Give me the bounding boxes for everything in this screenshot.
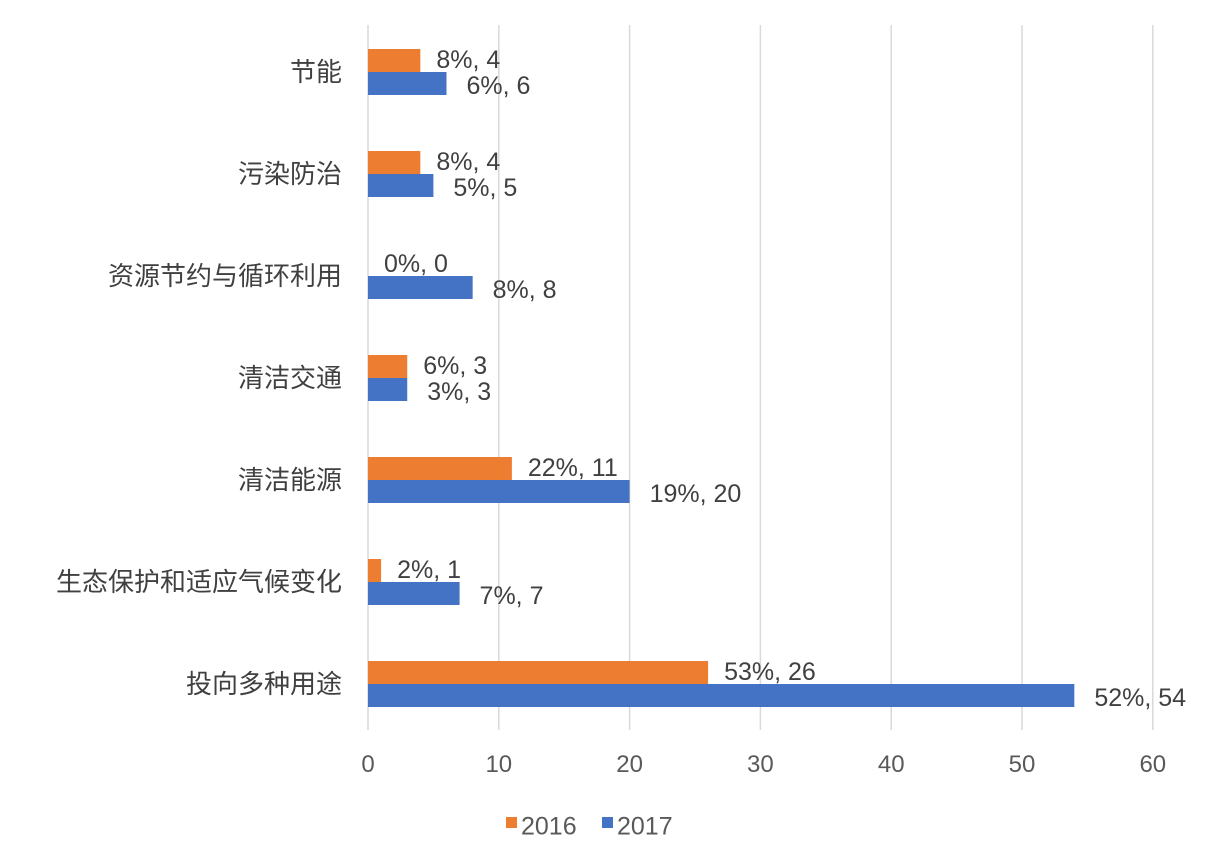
legend-label-2016: 2016	[521, 813, 577, 841]
x-tick-label: 50	[1009, 751, 1036, 778]
bar-2016	[368, 661, 709, 684]
category-label: 生态保护和适应气候变化	[56, 568, 342, 598]
data-label-2017: 52%, 54	[1094, 684, 1186, 712]
bar-2016	[368, 457, 512, 480]
bar-2017	[368, 582, 460, 605]
bars	[368, 49, 1075, 707]
x-tick-label: 40	[878, 751, 905, 778]
bar-2016	[368, 151, 421, 174]
x-tick-labels: 0 10 20 30 40 50 60	[361, 751, 1166, 778]
bar-2017	[368, 72, 447, 95]
data-label-2016: 22%, 11	[528, 454, 618, 482]
data-label-2016: 6%, 3	[423, 352, 487, 380]
bar-2016	[368, 559, 382, 582]
legend-label-2017: 2017	[617, 813, 673, 841]
bar-2016	[368, 49, 421, 72]
data-label-2016: 0%, 0	[384, 250, 448, 278]
x-tick-label: 60	[1139, 751, 1166, 778]
bar-2017	[368, 276, 473, 299]
bar-2016	[368, 355, 408, 378]
data-label-2016: 8%, 4	[436, 148, 500, 176]
data-label-2017: 3%, 3	[427, 378, 491, 406]
x-tick-label: 0	[361, 751, 374, 778]
data-label-2016: 8%, 4	[436, 46, 500, 74]
category-label: 节能	[290, 58, 342, 88]
x-tick-label: 30	[747, 751, 774, 778]
category-label: 清洁交通	[238, 364, 342, 394]
bar-2017	[368, 480, 630, 503]
data-label-2017: 5%, 5	[453, 174, 517, 202]
data-label-2016: 53%, 26	[724, 658, 816, 686]
bar-2017	[368, 174, 434, 197]
bar-2017	[368, 684, 1075, 707]
bar-2017	[368, 378, 408, 401]
data-label-2017: 8%, 8	[493, 276, 557, 304]
data-label-2016: 2%, 1	[397, 556, 461, 584]
category-label: 投向多种用途	[186, 670, 342, 700]
x-tick-label: 20	[616, 751, 643, 778]
data-labels: 8%, 46%, 68%, 45%, 50%, 08%, 86%, 33%, 3…	[384, 46, 1186, 712]
data-label-2017: 19%, 20	[650, 480, 742, 508]
data-label-2017: 6%, 6	[466, 72, 530, 100]
x-tick-label: 10	[485, 751, 512, 778]
grid-lines	[367, 25, 1154, 730]
legend: 2016 2017	[506, 813, 673, 841]
category-label: 污染防治	[238, 160, 342, 190]
legend-swatch-2016	[506, 817, 517, 828]
data-label-2017: 7%, 7	[480, 582, 544, 610]
category-label: 资源节约与循环利用	[108, 262, 342, 292]
category-label: 清洁能源	[238, 466, 342, 496]
legend-swatch-2017	[602, 817, 613, 828]
